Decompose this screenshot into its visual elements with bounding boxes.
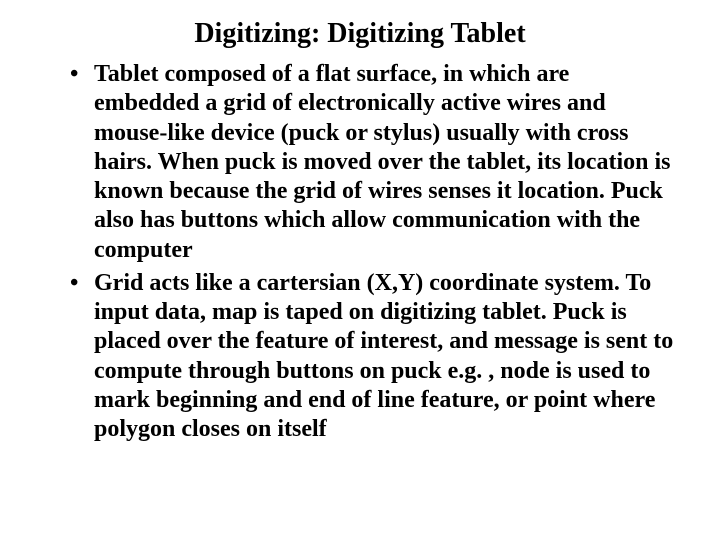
bullet-item: Tablet composed of a flat surface, in wh…	[70, 60, 680, 265]
bullet-list: Tablet composed of a flat surface, in wh…	[40, 60, 680, 444]
slide-title: Digitizing: Digitizing Tablet	[40, 18, 680, 50]
bullet-item: Grid acts like a cartersian (X,Y) coordi…	[70, 269, 680, 445]
slide: Digitizing: Digitizing Tablet Tablet com…	[0, 0, 720, 540]
